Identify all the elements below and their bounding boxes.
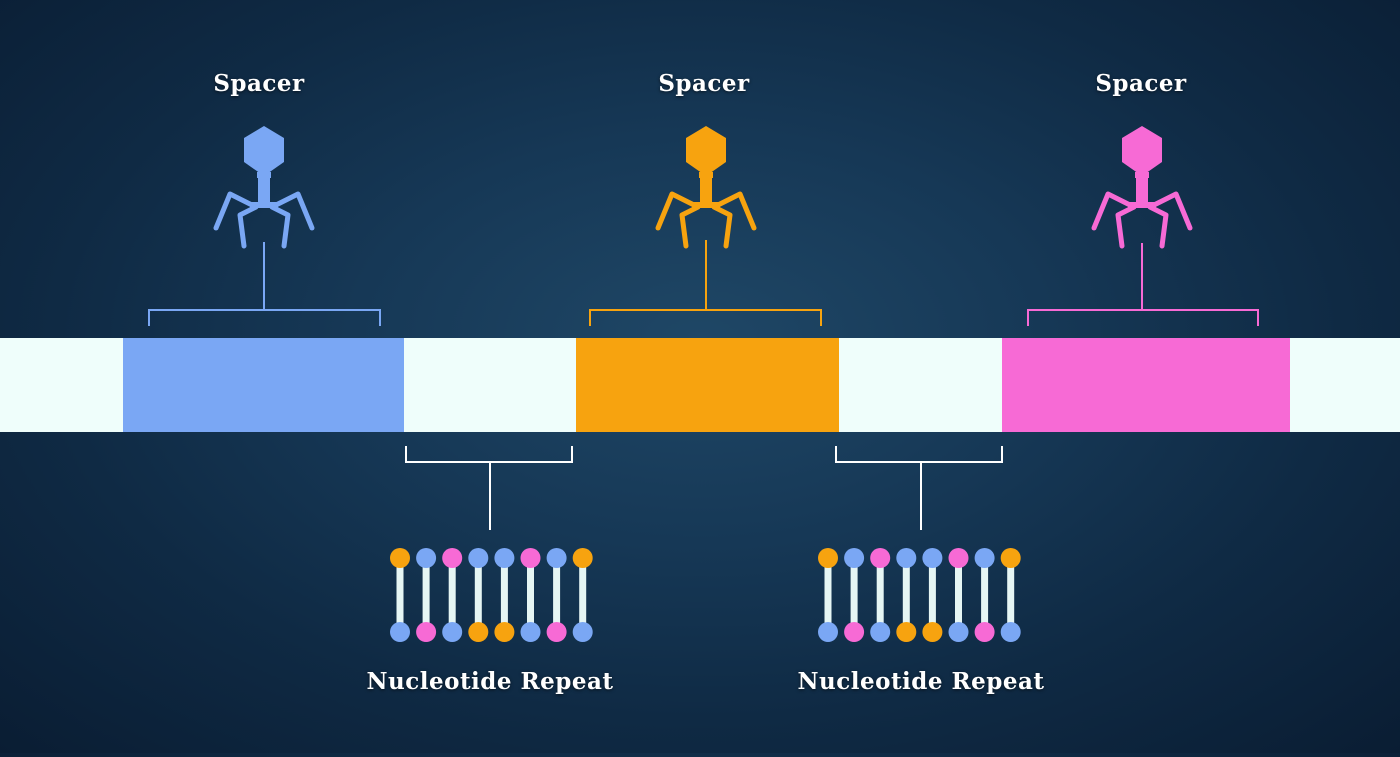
repeat-2-base-bottom — [922, 622, 943, 642]
repeat-1-base-top — [468, 548, 489, 568]
repeat-2-base-bottom — [844, 622, 865, 642]
repeat-label-2: Nucleotide Repeat — [797, 668, 1045, 695]
spacer-label-2: Spacer — [658, 70, 750, 97]
repeat-1-base-top — [442, 548, 463, 568]
repeat-2-base-bottom — [1000, 622, 1021, 642]
repeat-2-base-top — [870, 548, 891, 568]
spacer-3-segment — [1002, 338, 1290, 432]
repeat-2-base-top — [818, 548, 838, 568]
repeat-1-base-bottom — [572, 622, 593, 642]
repeat-2-base-bottom — [974, 622, 995, 642]
repeat-1-base-top — [390, 548, 410, 568]
bacteriophage-icon — [1091, 126, 1193, 249]
repeat-1-base-top — [520, 548, 541, 568]
repeat-1-base-bottom — [546, 622, 567, 642]
repeat-2-base-bottom — [870, 622, 891, 642]
spacer-2-bracket — [589, 240, 822, 326]
spacer-1-bracket — [148, 242, 381, 326]
repeat-1-base-bottom — [468, 622, 489, 642]
repeat-2-base-bottom — [818, 622, 838, 642]
repeat-1-bracket — [405, 446, 573, 530]
repeat-1-base-bottom — [442, 622, 463, 642]
repeat-1-base-bottom — [390, 622, 410, 642]
bacteriophage-icon — [655, 126, 757, 249]
repeat-1-base-bottom — [520, 622, 541, 642]
repeat-2-bracket — [835, 446, 1003, 530]
spacer-label-1: Spacer — [213, 70, 305, 97]
repeat-2-base-top — [1000, 548, 1021, 568]
repeat-2-base-bottom — [948, 622, 969, 642]
spacer-2-segment — [576, 338, 839, 432]
repeat-1-base-top — [572, 548, 593, 568]
spacer-label-3: Spacer — [1095, 70, 1187, 97]
repeat-1-base-top — [416, 548, 437, 568]
repeat-2-base-top — [974, 548, 995, 568]
repeat-2-base-top — [948, 548, 969, 568]
repeat-1-base-top — [494, 548, 515, 568]
repeat-1-base-top — [546, 548, 567, 568]
spacer-3-bracket — [1027, 243, 1259, 326]
repeat-label-1: Nucleotide Repeat — [366, 668, 614, 695]
repeat-2-base-top — [844, 548, 865, 568]
dna-ladder-icon — [390, 548, 593, 642]
repeat-2-base-top — [922, 548, 943, 568]
dna-ladder-icon — [818, 548, 1021, 642]
repeat-2-base-top — [896, 548, 917, 568]
spacer-1-segment — [123, 338, 404, 432]
repeat-2-base-bottom — [896, 622, 917, 642]
bacteriophage-icon — [213, 126, 315, 249]
repeat-1-base-bottom — [494, 622, 515, 642]
repeat-1-base-bottom — [416, 622, 437, 642]
